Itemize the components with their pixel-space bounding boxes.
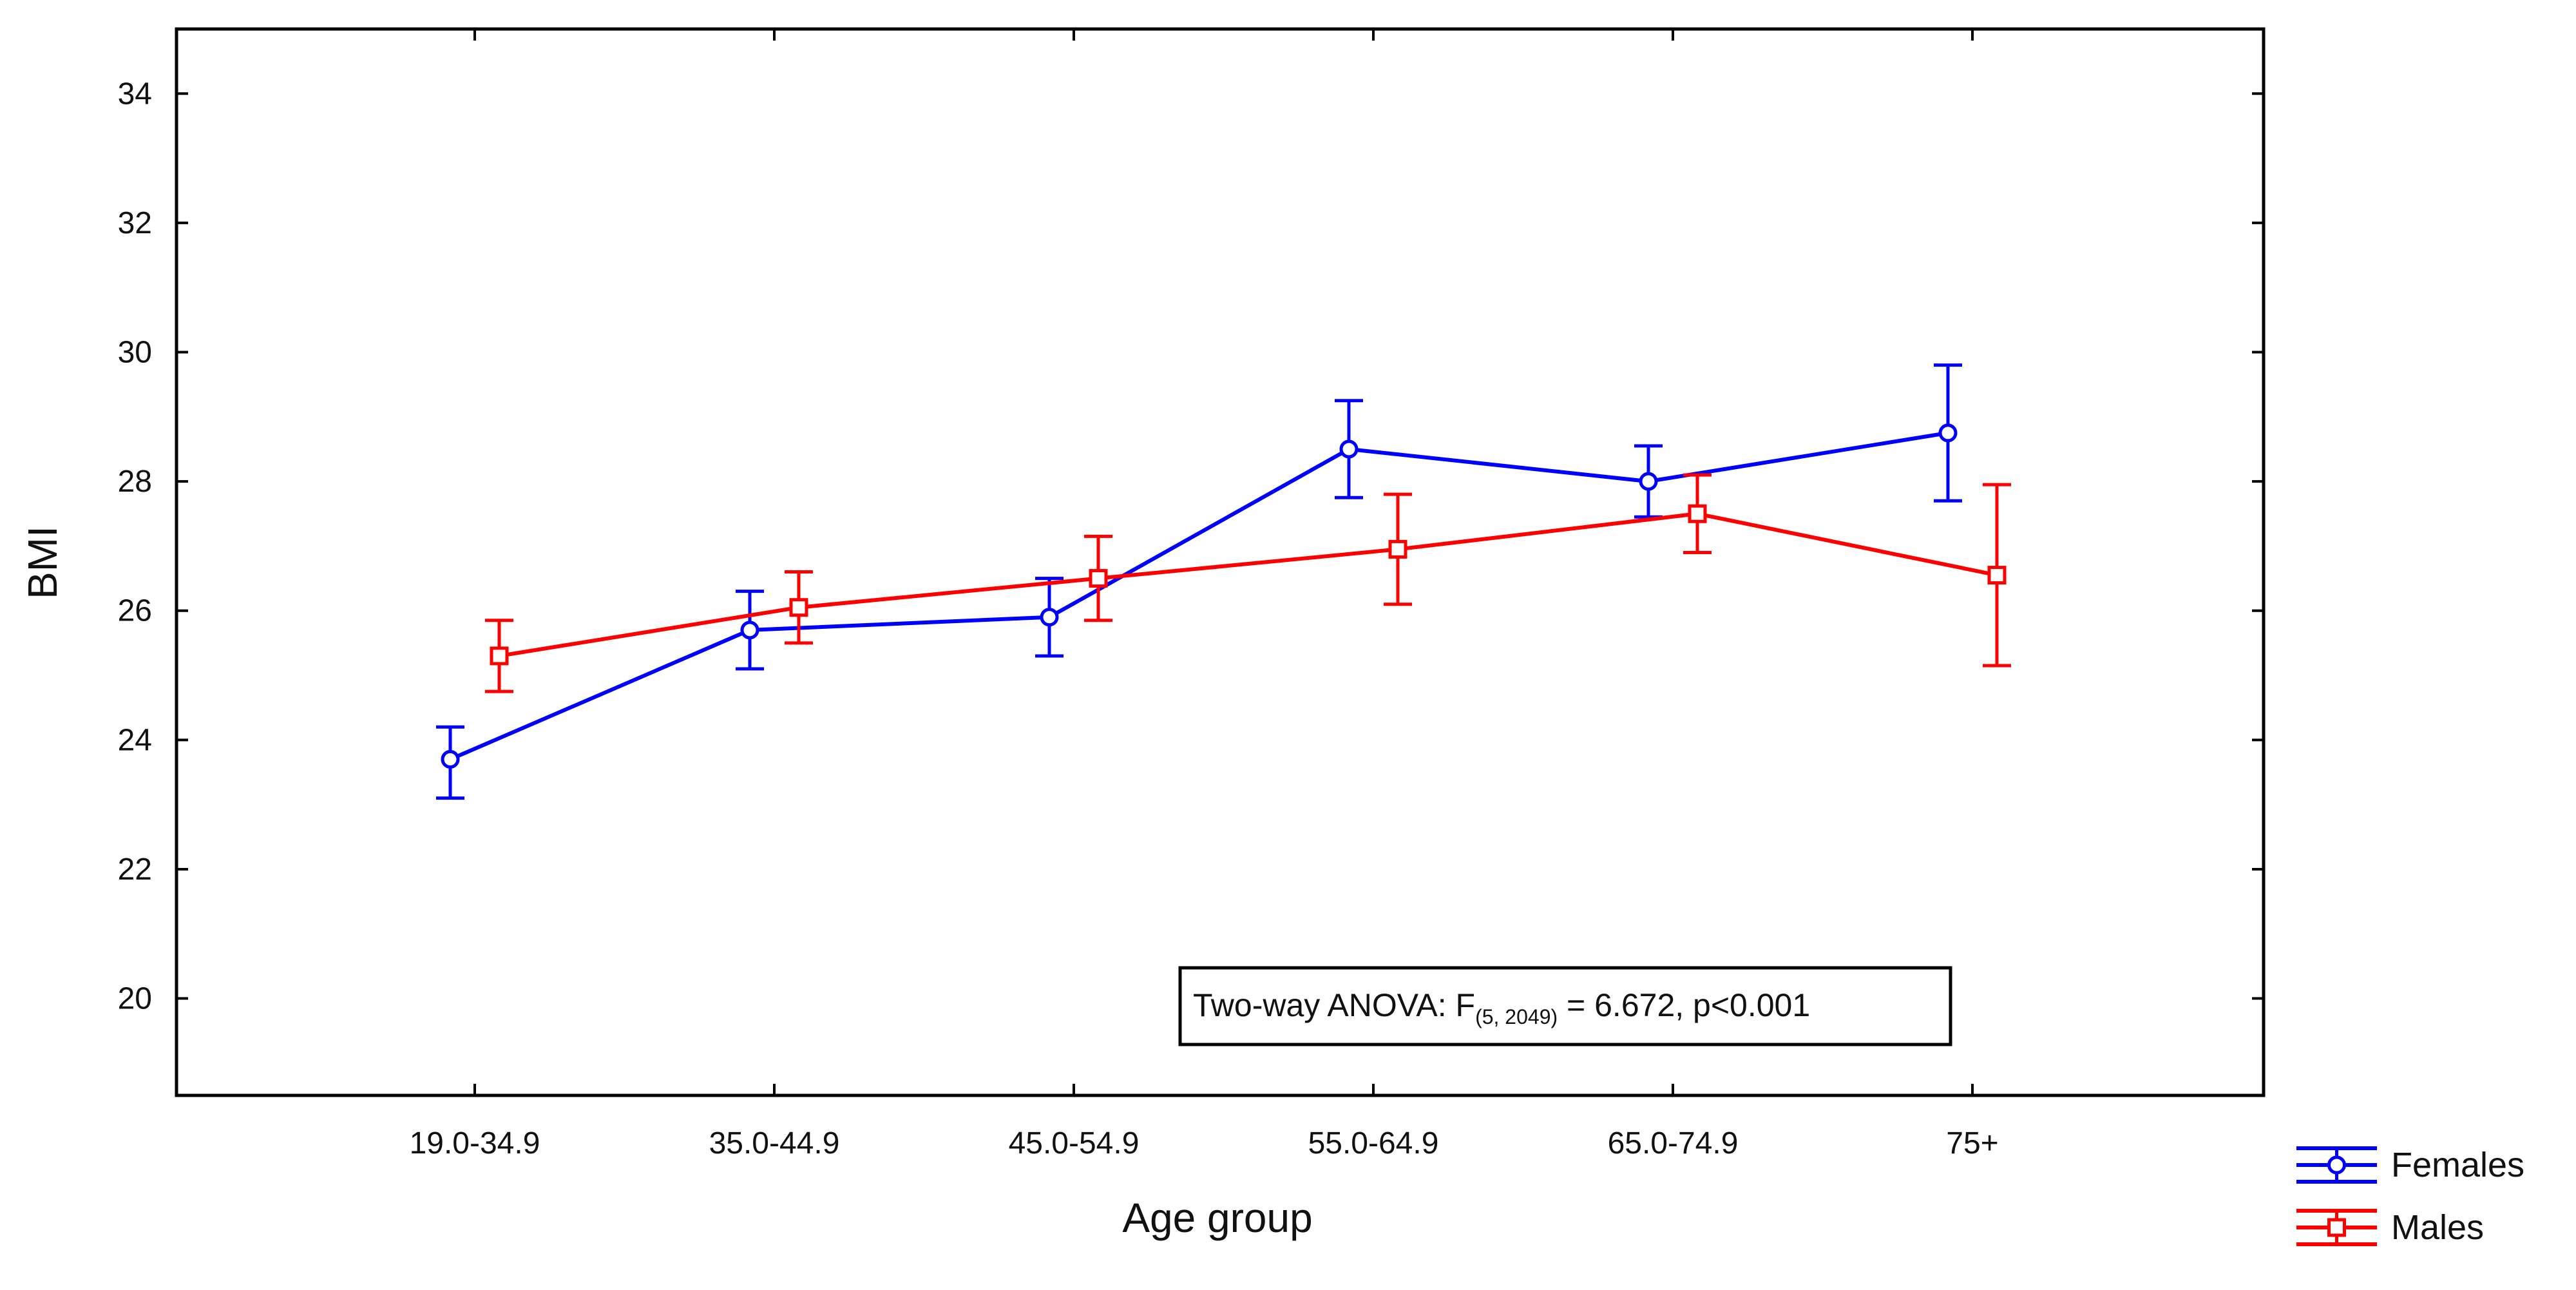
annotation-text: Two-way ANOVA: F(5, 2049) = 6.672, p<0.0… [1193,987,1810,1028]
y-tick-label: 32 [118,206,152,240]
data-point [1040,608,1059,627]
series-layer [436,363,2011,800]
data-point [1639,472,1658,491]
annotation-suffix: = 6.672, p<0.001 [1558,987,1810,1023]
data-point [1089,569,1108,588]
data-point [1688,504,1707,523]
annotation-box [1178,966,1952,1046]
x-tick-label: 35.0-44.9 [709,1126,840,1160]
y-tick-label: 34 [118,77,152,111]
legend-marker [2327,1218,2346,1237]
y-tick-label: 24 [118,723,152,757]
data-point [441,749,460,769]
data-point [1938,423,1958,443]
legend-item-females: Females [2296,1146,2524,1184]
y-tick-label: 26 [118,594,152,628]
legend-item-males: Males [2296,1208,2484,1247]
x-tick-label: 19.0-34.9 [410,1126,540,1160]
data-point [490,646,509,666]
data-point [1339,439,1359,459]
data-point [1987,566,2007,585]
x-tick-label: 65.0-74.9 [1608,1126,1739,1160]
y-tick-label: 28 [118,465,152,499]
series-line [449,430,1949,762]
legend-label: Males [2391,1208,2484,1247]
y-tick-label: 22 [118,852,152,887]
x-tick-label: 55.0-64.9 [1308,1126,1439,1160]
annotation-subscript: (5, 2049) [1475,1005,1558,1028]
y-tick-label: 30 [118,336,152,370]
legend-marker [2327,1155,2346,1175]
y-axis-title: BMI [19,526,66,599]
anova-annotation: Two-way ANOVA: F(5, 2049) = 6.672, p<0.0… [1178,966,1952,1046]
data-point [740,621,759,640]
x-tick-label: 75+ [1946,1126,1998,1160]
x-tick-label: 45.0-54.9 [1009,1126,1140,1160]
y-axis: 20 22 24 26 28 30 32 34 [118,77,2264,1016]
series-line [499,512,1998,658]
annotation-prefix: Two-way ANOVA: F [1193,987,1475,1023]
y-tick-label: 20 [118,982,152,1016]
legend-label: Females [2391,1146,2524,1184]
series-males [485,473,2011,693]
legend: Females Males [2296,1146,2524,1247]
plot-frame [175,27,2266,1097]
series-females [436,363,1962,800]
data-point [789,598,808,617]
x-axis: 19.0-34.9 35.0-44.9 45.0-54.9 55.0-64.9 65.0… [410,29,1999,1160]
x-axis-title: Age group [1122,1195,1312,1241]
data-point [1388,539,1407,559]
